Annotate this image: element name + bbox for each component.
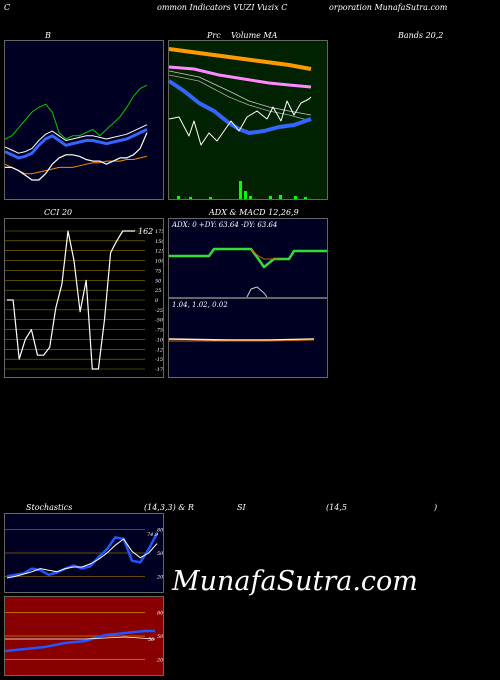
cci-tick-label: 25 (154, 288, 161, 294)
rsi-title-mid: SI (237, 503, 246, 512)
ma-orange-line (169, 47, 312, 71)
volume-bar (239, 181, 242, 199)
rsi-title-end: ) (434, 503, 438, 512)
stoch-tick-label: 50 (157, 551, 163, 557)
volume-bar (304, 197, 307, 199)
stoch-panel: 80 50 20 74.9 (4, 513, 164, 593)
bollinger-lower-line (5, 155, 148, 175)
rsi-tick-label: 20 (156, 657, 163, 663)
rsi-tick-label: 80 (157, 611, 163, 617)
header-left: C (4, 3, 11, 12)
watermark: MunafaSutra.com (172, 566, 418, 597)
cci-tick-label: -100 (155, 337, 163, 343)
header-right: orporation MunafaSutra.com (329, 3, 448, 12)
macd-panel: 1.04, 1.02, 0.02 (168, 298, 328, 378)
cci-panel: 175 150 125 100 75 50 25 0 -25 -50 -75 -100 -125 -150… (4, 218, 164, 378)
macd-values: 1.04, 1.02, 0.02 (172, 301, 228, 309)
rsi-avg-line (5, 636, 156, 640)
ma-title: Volume MA (231, 31, 278, 40)
bollinger-inner-line (5, 124, 148, 154)
stoch-title-mid: (14,3,3) & R (144, 503, 194, 512)
rsi-line (5, 629, 155, 653)
adx-macd-title: ADX & MACD 12,26,9 (209, 208, 299, 217)
bollinger-chart (5, 84, 148, 181)
bollinger-title-mid: Prc (207, 31, 221, 40)
volume-bar (249, 196, 252, 199)
rsi-panel: 80 50 20 56 (4, 596, 164, 676)
volume-bar (244, 191, 247, 199)
cci-tick-label: 125 (155, 249, 163, 255)
cci-tick-label: -175 (155, 367, 163, 373)
adx-chart (169, 247, 327, 297)
cci-value-label: 162 (138, 227, 153, 236)
volume-bar (209, 197, 212, 199)
volume-bar (279, 195, 282, 199)
ma-price-line (169, 96, 312, 146)
cci-title: CCI 20 (44, 208, 73, 217)
adx-plus-line (169, 247, 327, 269)
volume-bar (269, 196, 272, 199)
volume-bar (294, 196, 297, 199)
cci-tick-label: -50 (155, 318, 163, 324)
cci-tick-label: 0 (155, 298, 159, 304)
stoch-value-label: 74.9 (147, 532, 159, 538)
bollinger-price-line (5, 132, 148, 181)
macd-signal-line (169, 339, 315, 342)
cci-tick-label: -150 (155, 357, 163, 363)
volume-bar (189, 197, 192, 199)
rsi-tick-label: 50 (157, 634, 163, 640)
cci-tick-label: 150 (155, 239, 163, 245)
adx-panel: ADX: 0 +DY: 63.64 -DY: 63.64 (168, 218, 328, 298)
header-mid: ommon Indicators VUZI Vuzix C (157, 3, 288, 12)
bollinger-upper-line (5, 84, 148, 140)
rsi-chart: 80 50 20 56 (5, 611, 163, 663)
cci-tick-label: -25 (155, 308, 163, 314)
stoch-title-left: Stochastics (26, 503, 73, 512)
cci-tick-label: -75 (155, 328, 163, 334)
ma-pink-line (169, 65, 312, 89)
adx-minus-line (250, 248, 279, 260)
bollinger-panel (4, 40, 164, 200)
stoch-d-line (6, 538, 158, 579)
bollinger-title-right: Bands 20,2 (398, 31, 444, 40)
ma-grey-line-2 (169, 74, 312, 122)
cci-line (7, 230, 135, 370)
rsi-title-right: (14,5 (326, 503, 347, 512)
cci-tick-label: 50 (155, 278, 162, 284)
cci-tick-label: -125 (155, 347, 163, 353)
cci-chart: 175 150 125 100 75 50 25 0 -25 -50 -75 -100 -125 -150… (5, 227, 163, 373)
rsi-value-label: 56 (148, 637, 155, 643)
cci-tick-label: 175 (155, 229, 163, 235)
ma-grey-line-1 (169, 70, 312, 116)
macd-line (169, 338, 315, 341)
volume-bar (177, 196, 180, 199)
stoch-tick-label: 80 (157, 528, 163, 534)
cci-tick-label: 100 (155, 259, 163, 265)
cci-tick-label: 75 (155, 268, 161, 274)
macd-chart (169, 338, 315, 342)
bollinger-middle-line (5, 128, 148, 160)
stoch-chart: 80 50 20 74.9 (5, 528, 163, 580)
ma-blue-line (169, 79, 312, 135)
volume-ma-panel (168, 40, 328, 200)
stoch-k-line (6, 532, 159, 578)
adx-values: ADX: 0 +DY: 63.64 -DY: 63.64 (172, 221, 278, 229)
stoch-tick-label: 20 (156, 574, 163, 580)
adx-line (246, 286, 268, 297)
volume-ma-chart (169, 47, 312, 199)
bollinger-title-left: B (45, 31, 51, 40)
